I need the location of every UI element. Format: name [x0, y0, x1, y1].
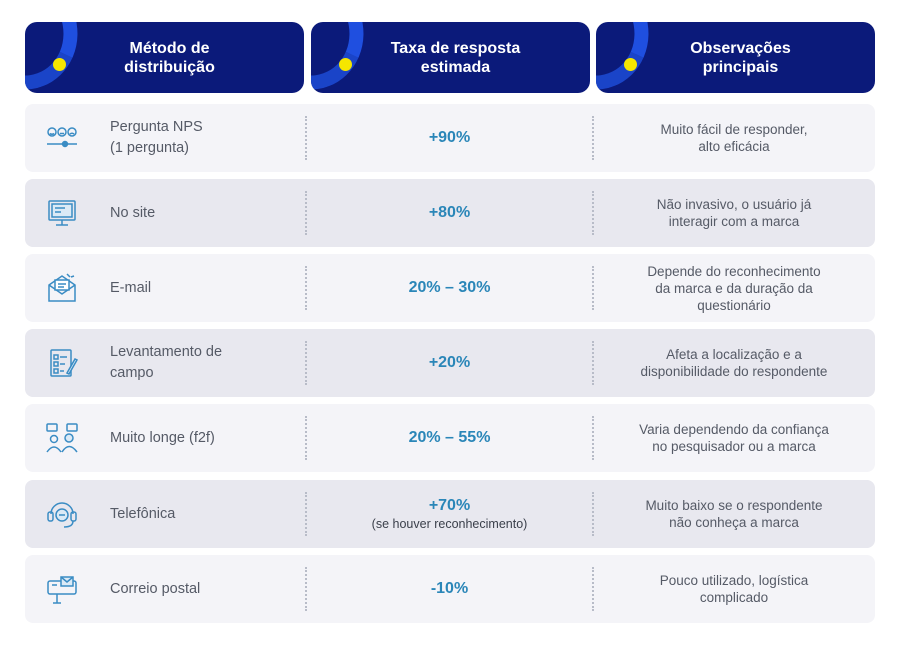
response-rate-value: +70% [428, 497, 471, 514]
header-notes: Observações principais [596, 22, 875, 93]
email-envelope-icon [45, 272, 79, 304]
method-label: Telefônica [110, 505, 176, 522]
observation-text: Depende do reconhecimento da marca e da … [647, 263, 821, 313]
survey-form-icon [45, 347, 79, 379]
response-rate: +90% [308, 104, 591, 172]
observation-text: Muito fácil de responder, alto eficácia [660, 122, 808, 154]
column-divider [305, 416, 307, 460]
nps-faces-icon [45, 122, 79, 154]
response-rate-value: +20% [428, 354, 471, 371]
response-rate: +70% (se houver reconhecimento) [308, 480, 591, 548]
header-dot [339, 58, 352, 71]
response-rate-value: 20% – 30% [408, 279, 491, 296]
table-row: Levantamento de campo +20% Afeta a local… [25, 329, 875, 397]
column-divider [305, 116, 307, 160]
header-dot [624, 58, 637, 71]
response-rate-value: +90% [428, 129, 471, 146]
response-rate: 20% – 55% [308, 404, 591, 472]
header-method: Método de distribuição [25, 22, 304, 93]
response-rate: +20% [308, 329, 591, 397]
response-rate-value: +80% [428, 204, 471, 221]
website-monitor-icon [45, 197, 79, 229]
column-divider [305, 266, 307, 310]
method-label: Correio postal [110, 580, 201, 597]
column-divider [305, 191, 307, 235]
face-to-face-icon [45, 422, 79, 454]
table-row: Pergunta NPS (1 pergunta) +90% Muito fác… [25, 104, 875, 172]
table-row: Muito longe (f2f) 20% – 55% Varia depend… [25, 404, 875, 472]
column-divider [592, 341, 594, 385]
column-divider [592, 191, 594, 235]
column-divider [305, 341, 307, 385]
mailbox-icon [45, 573, 79, 605]
column-divider [592, 266, 594, 310]
column-divider [305, 567, 307, 611]
column-divider [592, 116, 594, 160]
response-rate: 20% – 30% [308, 254, 591, 322]
table-row: Telefônica +70% (se houver reconheciment… [25, 480, 875, 548]
observation-text: Pouco utilizado, logística complicado [659, 573, 809, 605]
header-rate: Taxa de resposta estimada [311, 22, 590, 93]
column-divider [592, 492, 594, 536]
response-rate: -10% [308, 555, 591, 623]
observation-text: Varia dependendo da confiança no pesquis… [639, 422, 829, 454]
column-divider [592, 567, 594, 611]
observation-text: Não invasivo, o usuário já interagir com… [656, 197, 812, 229]
column-divider [592, 416, 594, 460]
observation-text: Afeta a localização e a disponibilidade … [640, 347, 828, 379]
response-rate-note: (se houver reconhecimento) [371, 517, 528, 531]
response-rate: +80% [308, 179, 591, 247]
headset-icon [45, 498, 79, 530]
header-dot [53, 58, 66, 71]
header-method-label: Método de distribuição [124, 39, 215, 76]
header-notes-label: Observações principais [690, 39, 791, 76]
method-label: Pergunta NPS (1 pergunta) [110, 119, 203, 156]
method-label: Levantamento de campo [110, 344, 223, 381]
method-label: E-mail [110, 279, 152, 296]
method-label: No site [110, 204, 156, 221]
table-header: Método de distribuição Taxa de resposta … [25, 22, 875, 93]
header-rate-label: Taxa de resposta estimada [390, 39, 521, 76]
table-row: E-mail 20% – 30% Depende do reconhecimen… [25, 254, 875, 322]
response-rate-value: -10% [430, 580, 469, 597]
method-label: Muito longe (f2f) [110, 429, 215, 446]
table-row: Correio postal -10% Pouco utilizado, log… [25, 555, 875, 623]
observation-text: Muito baixo se o respondente não conheça… [645, 498, 823, 530]
column-divider [305, 492, 307, 536]
response-rate-value: 20% – 55% [408, 429, 491, 446]
table-row: No site +80% Não invasivo, o usuário já … [25, 179, 875, 247]
